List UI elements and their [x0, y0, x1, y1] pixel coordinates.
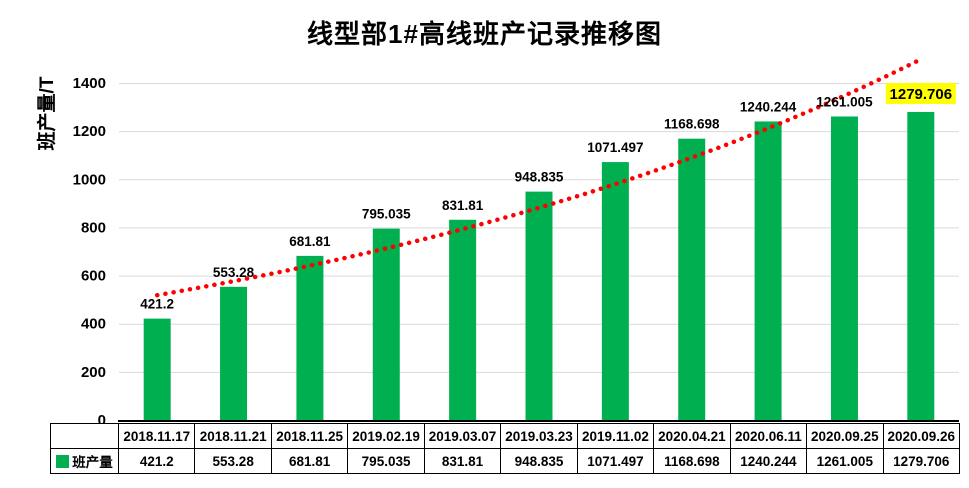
- bar: [220, 286, 248, 420]
- bar: [830, 116, 858, 421]
- date-cell: 2019.11.02: [576, 423, 655, 449]
- bar-value-label: 1071.497: [587, 140, 643, 155]
- value-cell: 1168.698: [653, 448, 731, 474]
- bar: [296, 255, 324, 420]
- date-cell: 2020.04.21: [653, 423, 731, 449]
- y-tick-label: 200: [81, 364, 106, 381]
- table-corner-cell: [50, 423, 119, 449]
- bar-value-label: 1261.005: [816, 94, 873, 109]
- date-cell: 2019.02.19: [347, 423, 425, 449]
- y-tick-label: 400: [81, 316, 106, 333]
- value-cell: 553.28: [194, 448, 272, 474]
- chart-title: 线型部1#高线班产记录推移图: [307, 19, 662, 49]
- value-row: 班产量 421.2 553.28 681.81 795.035 831.81 948.83…: [50, 448, 961, 474]
- date-row: 2018.11.17 2018.11.21 2018.11.25 2019.02.19…: [50, 423, 961, 449]
- legend-swatch-icon: [56, 455, 70, 468]
- trendline-dotted: [154, 57, 924, 298]
- value-cell: 948.835: [500, 448, 578, 474]
- data-table: 2018.11.17 2018.11.21 2018.11.25 2019.02.19…: [50, 423, 961, 474]
- bar: [601, 162, 629, 420]
- date-cell: 2018.11.21: [194, 423, 272, 449]
- bar: [754, 121, 782, 420]
- bar-value-label: 421.2: [140, 297, 174, 312]
- y-tick-label: 0: [98, 412, 106, 423]
- bar-value-label: 1240.244: [740, 99, 797, 114]
- bar: [449, 219, 477, 420]
- bar: [907, 111, 935, 420]
- bar-value-label: 681.81: [289, 234, 331, 249]
- value-cell: 1240.244: [729, 448, 808, 474]
- bar-value-label: 1168.698: [664, 117, 720, 132]
- y-tick-label: 1200: [73, 123, 106, 140]
- date-cell: 2019.03.07: [423, 423, 502, 449]
- y-tick-label: 800: [81, 219, 106, 236]
- y-tick-label: 1400: [73, 75, 106, 92]
- bar-value-label: 795.035: [362, 207, 411, 222]
- y-tick-label: 600: [81, 268, 106, 285]
- value-cell: 1261.005: [806, 448, 884, 474]
- value-cell: 1279.706: [882, 448, 961, 474]
- value-cell: 421.2: [117, 448, 196, 474]
- date-cell: 2020.09.26: [882, 423, 961, 449]
- bar-value-label: 948.835: [515, 170, 564, 185]
- bar-value-label: 831.81: [442, 198, 484, 213]
- bar: [678, 138, 706, 421]
- date-cell: 2019.03.23: [500, 423, 578, 449]
- y-tick-label: 1000: [73, 171, 106, 188]
- legend-label: 班产量: [72, 455, 113, 470]
- value-cell: 831.81: [423, 448, 502, 474]
- date-cell: 2020.06.11: [729, 423, 808, 449]
- date-cell: 2018.11.25: [270, 423, 349, 449]
- bar-value-label: 553.28: [213, 265, 255, 280]
- value-cell: 1071.497: [576, 448, 655, 474]
- bar: [525, 191, 553, 420]
- bar: [372, 228, 400, 420]
- bar: [143, 318, 171, 420]
- legend-cell: 班产量: [50, 448, 119, 474]
- value-cell: 681.81: [270, 448, 349, 474]
- highlight-label-background: [885, 82, 956, 104]
- plot-area: 0 200 400 600 800 1000 1200 1400 421.2 553.28 681.…: [73, 57, 959, 423]
- value-cell: 795.035: [347, 448, 425, 474]
- bar-value-label-highlighted: 1279.706: [890, 86, 953, 103]
- date-cell: 2020.09.25: [806, 423, 884, 449]
- date-cell: 2018.11.17: [117, 423, 196, 449]
